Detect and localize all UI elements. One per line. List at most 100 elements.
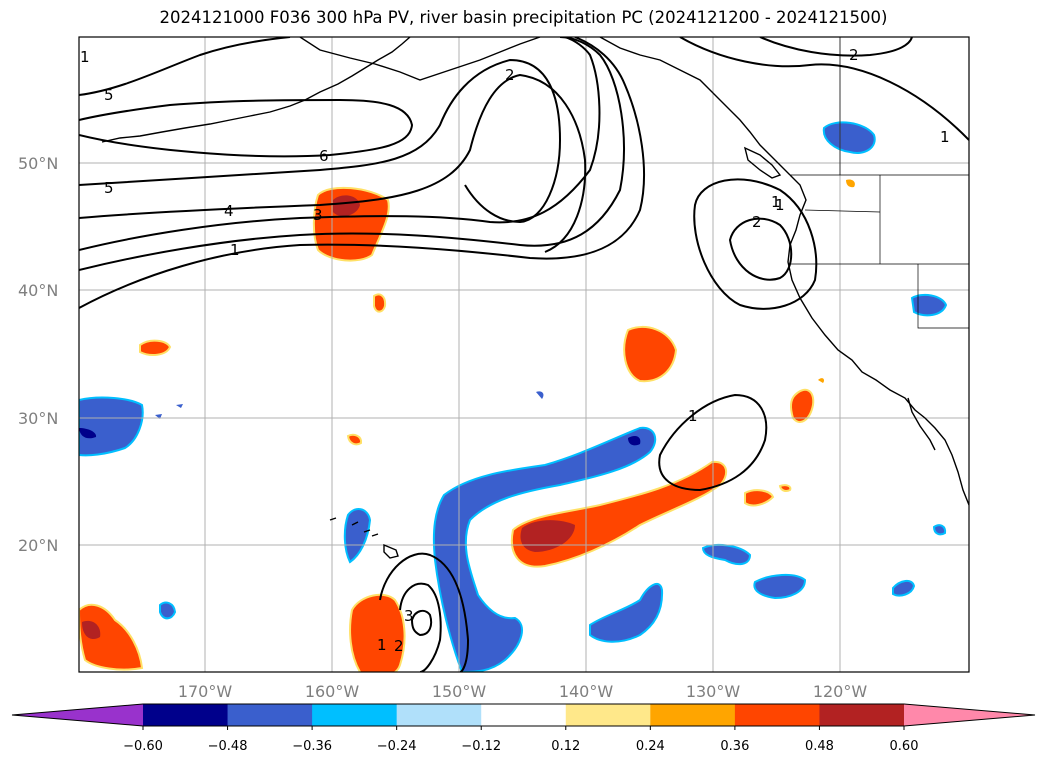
precip-negative-anomalies [79,121,948,672]
negative-anomaly-region [432,426,657,672]
alaska-panhandle-coast [599,37,791,176]
negative-anomaly-region [892,580,916,597]
graticule [79,37,969,672]
aleutian-alaska-coast [101,37,411,143]
negative-anomaly-region [932,524,947,536]
colorbar: −0.60 −0.48 −0.36 −0.24 −0.12 0.12 0.24 0.36 0.4… [11,703,1036,754]
positive-anomaly-region [79,603,144,671]
lon-label-160w: 160°W [305,682,360,701]
colorbar-tick-label: 0.60 [890,739,919,754]
contour-label: 1 [80,48,90,66]
alaska-coast [299,37,541,81]
pv-contour-1 [79,37,645,309]
colorbar-segment [565,704,651,726]
pv-contour-2-ne [759,37,913,57]
positive-anomaly-region [623,325,678,383]
contour-label: 6 [319,147,329,165]
pv-contour-1-south [658,393,768,492]
lon-label-170w: 170°W [178,682,233,701]
negative-anomaly-core [628,436,641,446]
latitude-labels: 50°N 40°N 30°N 20°N [18,154,58,555]
pv-contour-3 [79,37,601,251]
colorbar-extend-min [12,704,143,726]
colorbar-tick-label: −0.60 [123,739,163,754]
precip-positive-anomalies [79,179,855,672]
colorbar-tick-label: 0.12 [551,739,580,754]
positive-anomaly-region [846,179,855,188]
colorbar-segment [227,704,313,726]
colorbar-tick-label: 0.36 [720,739,749,754]
lon-label-150w: 150°W [432,682,487,701]
colorbar-segment [650,704,736,726]
positive-anomaly-region [778,484,792,492]
positive-anomaly-core [520,520,575,552]
positive-anomaly-region [373,293,387,313]
positive-anomaly-region [349,593,406,672]
lon-label-130w: 130°W [686,682,741,701]
negative-anomaly-region [822,121,876,154]
positive-anomaly-core [333,195,360,217]
colorbar-segment [819,704,905,726]
pv-contour-6 [79,98,414,158]
colorbar-tick-label: −0.24 [377,739,417,754]
contour-label: 1 [377,636,387,654]
colorbar-segment [396,704,482,726]
map-panel: 5 5 6 4 3 1 2 2 1 1 2 1 1 3 1 2 1 [79,37,969,672]
map-title: 2024121000 F036 300 hPa PV, river basin … [159,8,888,27]
colorbar-segment [312,704,398,726]
north-america-west-coast [787,174,969,506]
negative-anomaly-region [159,601,177,620]
lat-label-40n: 40°N [18,281,58,300]
coastlines [101,37,969,559]
contour-label: 3 [313,206,323,224]
colorbar-outline [11,703,1036,727]
pv-contour-2 [79,37,625,271]
contour-label: 4 [224,202,234,220]
contour-label: 5 [104,179,114,197]
colorbar-tick-label: −0.48 [208,739,248,754]
state-borders [790,37,969,329]
negative-anomaly-core [79,428,97,439]
pv-contour-4 [79,73,587,253]
colorbar-segments [12,704,1035,726]
negative-anomaly-region [536,391,544,399]
map-frame [78,36,970,673]
lat-label-30n: 30°N [18,409,58,428]
colorbar-segment [143,704,229,726]
pv-contour-5-north [79,37,291,96]
pv-contour-1-oval [693,178,818,310]
colorbar-tick-label: −0.36 [292,739,332,754]
pv-contour-labels: 5 5 6 4 3 1 2 2 1 1 2 1 1 3 1 2 1 [80,46,950,655]
positive-anomaly-region [744,489,775,507]
contour-label: 1 [688,407,698,425]
lat-label-50n: 50°N [18,154,58,173]
colorbar-tick-label: −0.12 [461,739,501,754]
pv-contour-2-hawaii [399,582,442,672]
colorbar-tick-label: 0.24 [636,739,665,754]
contour-label: 3 [404,607,414,625]
positive-anomaly-region [818,378,825,383]
contour-label: 5 [104,86,114,104]
vancouver-island [743,146,782,179]
pv-contour-1-ne [679,37,969,141]
negative-anomaly-region [79,396,144,457]
baja-california-coast [907,397,936,451]
contour-label: 1 [940,128,950,146]
negative-anomaly-region [753,574,807,600]
nevada-california-border [917,264,969,329]
hawaii-islands [329,517,399,559]
lat-label-20n: 20°N [18,536,58,555]
positive-anomaly-core [82,620,101,640]
colorbar-segment [481,704,567,726]
colorbar-extend-max [904,704,1035,726]
negative-anomaly-region [910,293,948,317]
negative-anomaly-region [343,508,372,564]
colorbar-ticks: −0.60 −0.48 −0.36 −0.24 −0.12 0.12 0.24 0.36 0.4… [123,726,918,754]
washington-oregon-border [804,209,881,213]
contour-label: 1 [771,193,781,211]
pv-contour-1-hawaii [379,552,470,672]
positive-anomaly-region [789,388,815,423]
negative-anomaly-region [176,404,183,408]
colorbar-tick-label: 0.48 [805,739,834,754]
